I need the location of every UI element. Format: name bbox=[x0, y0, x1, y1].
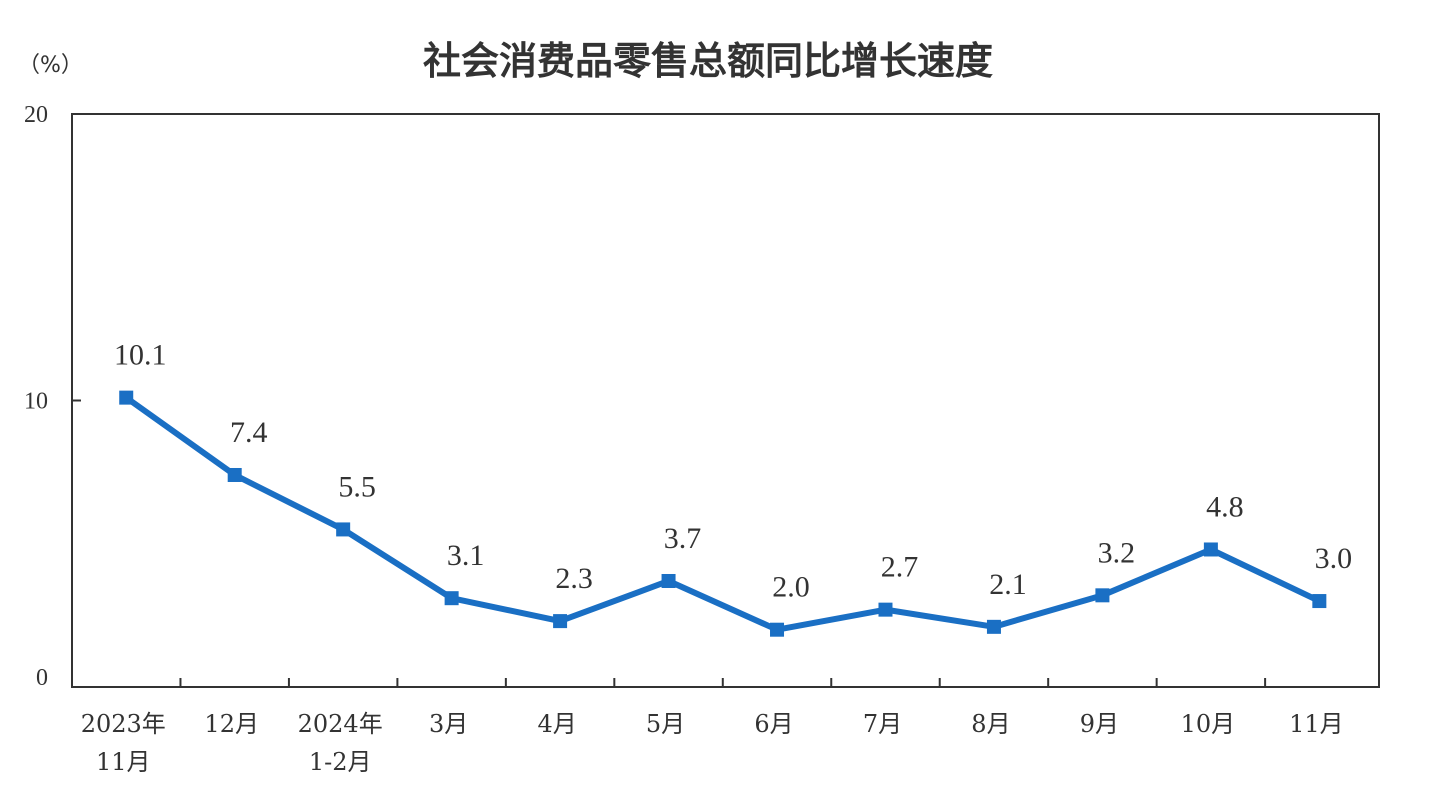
x-tick-label: 2023年 bbox=[81, 710, 166, 738]
data-label: 7.4 bbox=[230, 416, 268, 449]
x-tick-label: 8月 bbox=[971, 710, 1010, 738]
data-point bbox=[661, 573, 676, 588]
x-tick-label: 9月 bbox=[1080, 710, 1119, 738]
x-tick-label: 11月 bbox=[96, 748, 151, 776]
data-label: 2.1 bbox=[989, 568, 1027, 601]
data-point bbox=[227, 467, 242, 482]
y-tick-label: 10 bbox=[24, 389, 48, 415]
data-label: 3.1 bbox=[447, 539, 485, 572]
chart-marks: 0 10 20 2023年 11月 12月 2024年 1-2月 3月 4月 5月 6月 7月 8月 9月 1… bbox=[24, 102, 1352, 776]
data-point bbox=[1095, 588, 1110, 603]
data-label: 10.1 bbox=[114, 339, 167, 372]
data-label: 3.2 bbox=[1098, 536, 1136, 569]
data-label: 5.5 bbox=[338, 470, 376, 503]
x-tick-label: 4月 bbox=[537, 710, 576, 738]
x-tick-label: 5月 bbox=[646, 710, 685, 738]
x-tick-label: 12月 bbox=[204, 710, 259, 738]
data-point bbox=[1312, 594, 1327, 609]
series-line bbox=[123, 394, 1323, 633]
plot-area bbox=[71, 113, 1380, 688]
data-label: 2.0 bbox=[772, 571, 810, 604]
x-tick-label: 3月 bbox=[429, 710, 468, 738]
x-tick-label: 11月 bbox=[1289, 710, 1344, 738]
data-label: 4.8 bbox=[1206, 490, 1244, 523]
x-tick-label: 6月 bbox=[754, 710, 793, 738]
data-point bbox=[878, 602, 893, 617]
data-point bbox=[444, 591, 459, 606]
x-tick-label: 10月 bbox=[1181, 710, 1236, 738]
data-label: 3.7 bbox=[664, 522, 702, 555]
data-point bbox=[986, 619, 1001, 634]
x-tick-label: 1-2月 bbox=[309, 748, 372, 776]
x-tick-label: 2024年 bbox=[298, 710, 383, 738]
data-label: 3.0 bbox=[1315, 542, 1353, 575]
data-point bbox=[770, 622, 785, 637]
data-point bbox=[119, 390, 134, 405]
data-point bbox=[1203, 542, 1218, 557]
y-unit-label: （%） bbox=[18, 53, 83, 78]
y-tick-label: 0 bbox=[36, 665, 48, 691]
data-point bbox=[336, 522, 351, 537]
data-point bbox=[553, 614, 568, 629]
x-tick-label: 7月 bbox=[863, 710, 902, 738]
data-label: 2.3 bbox=[555, 562, 593, 595]
y-tick-label: 20 bbox=[24, 102, 48, 128]
chart-title: 社会消费品零售总额同比增长速度 bbox=[423, 39, 993, 83]
data-label: 2.7 bbox=[881, 551, 919, 584]
